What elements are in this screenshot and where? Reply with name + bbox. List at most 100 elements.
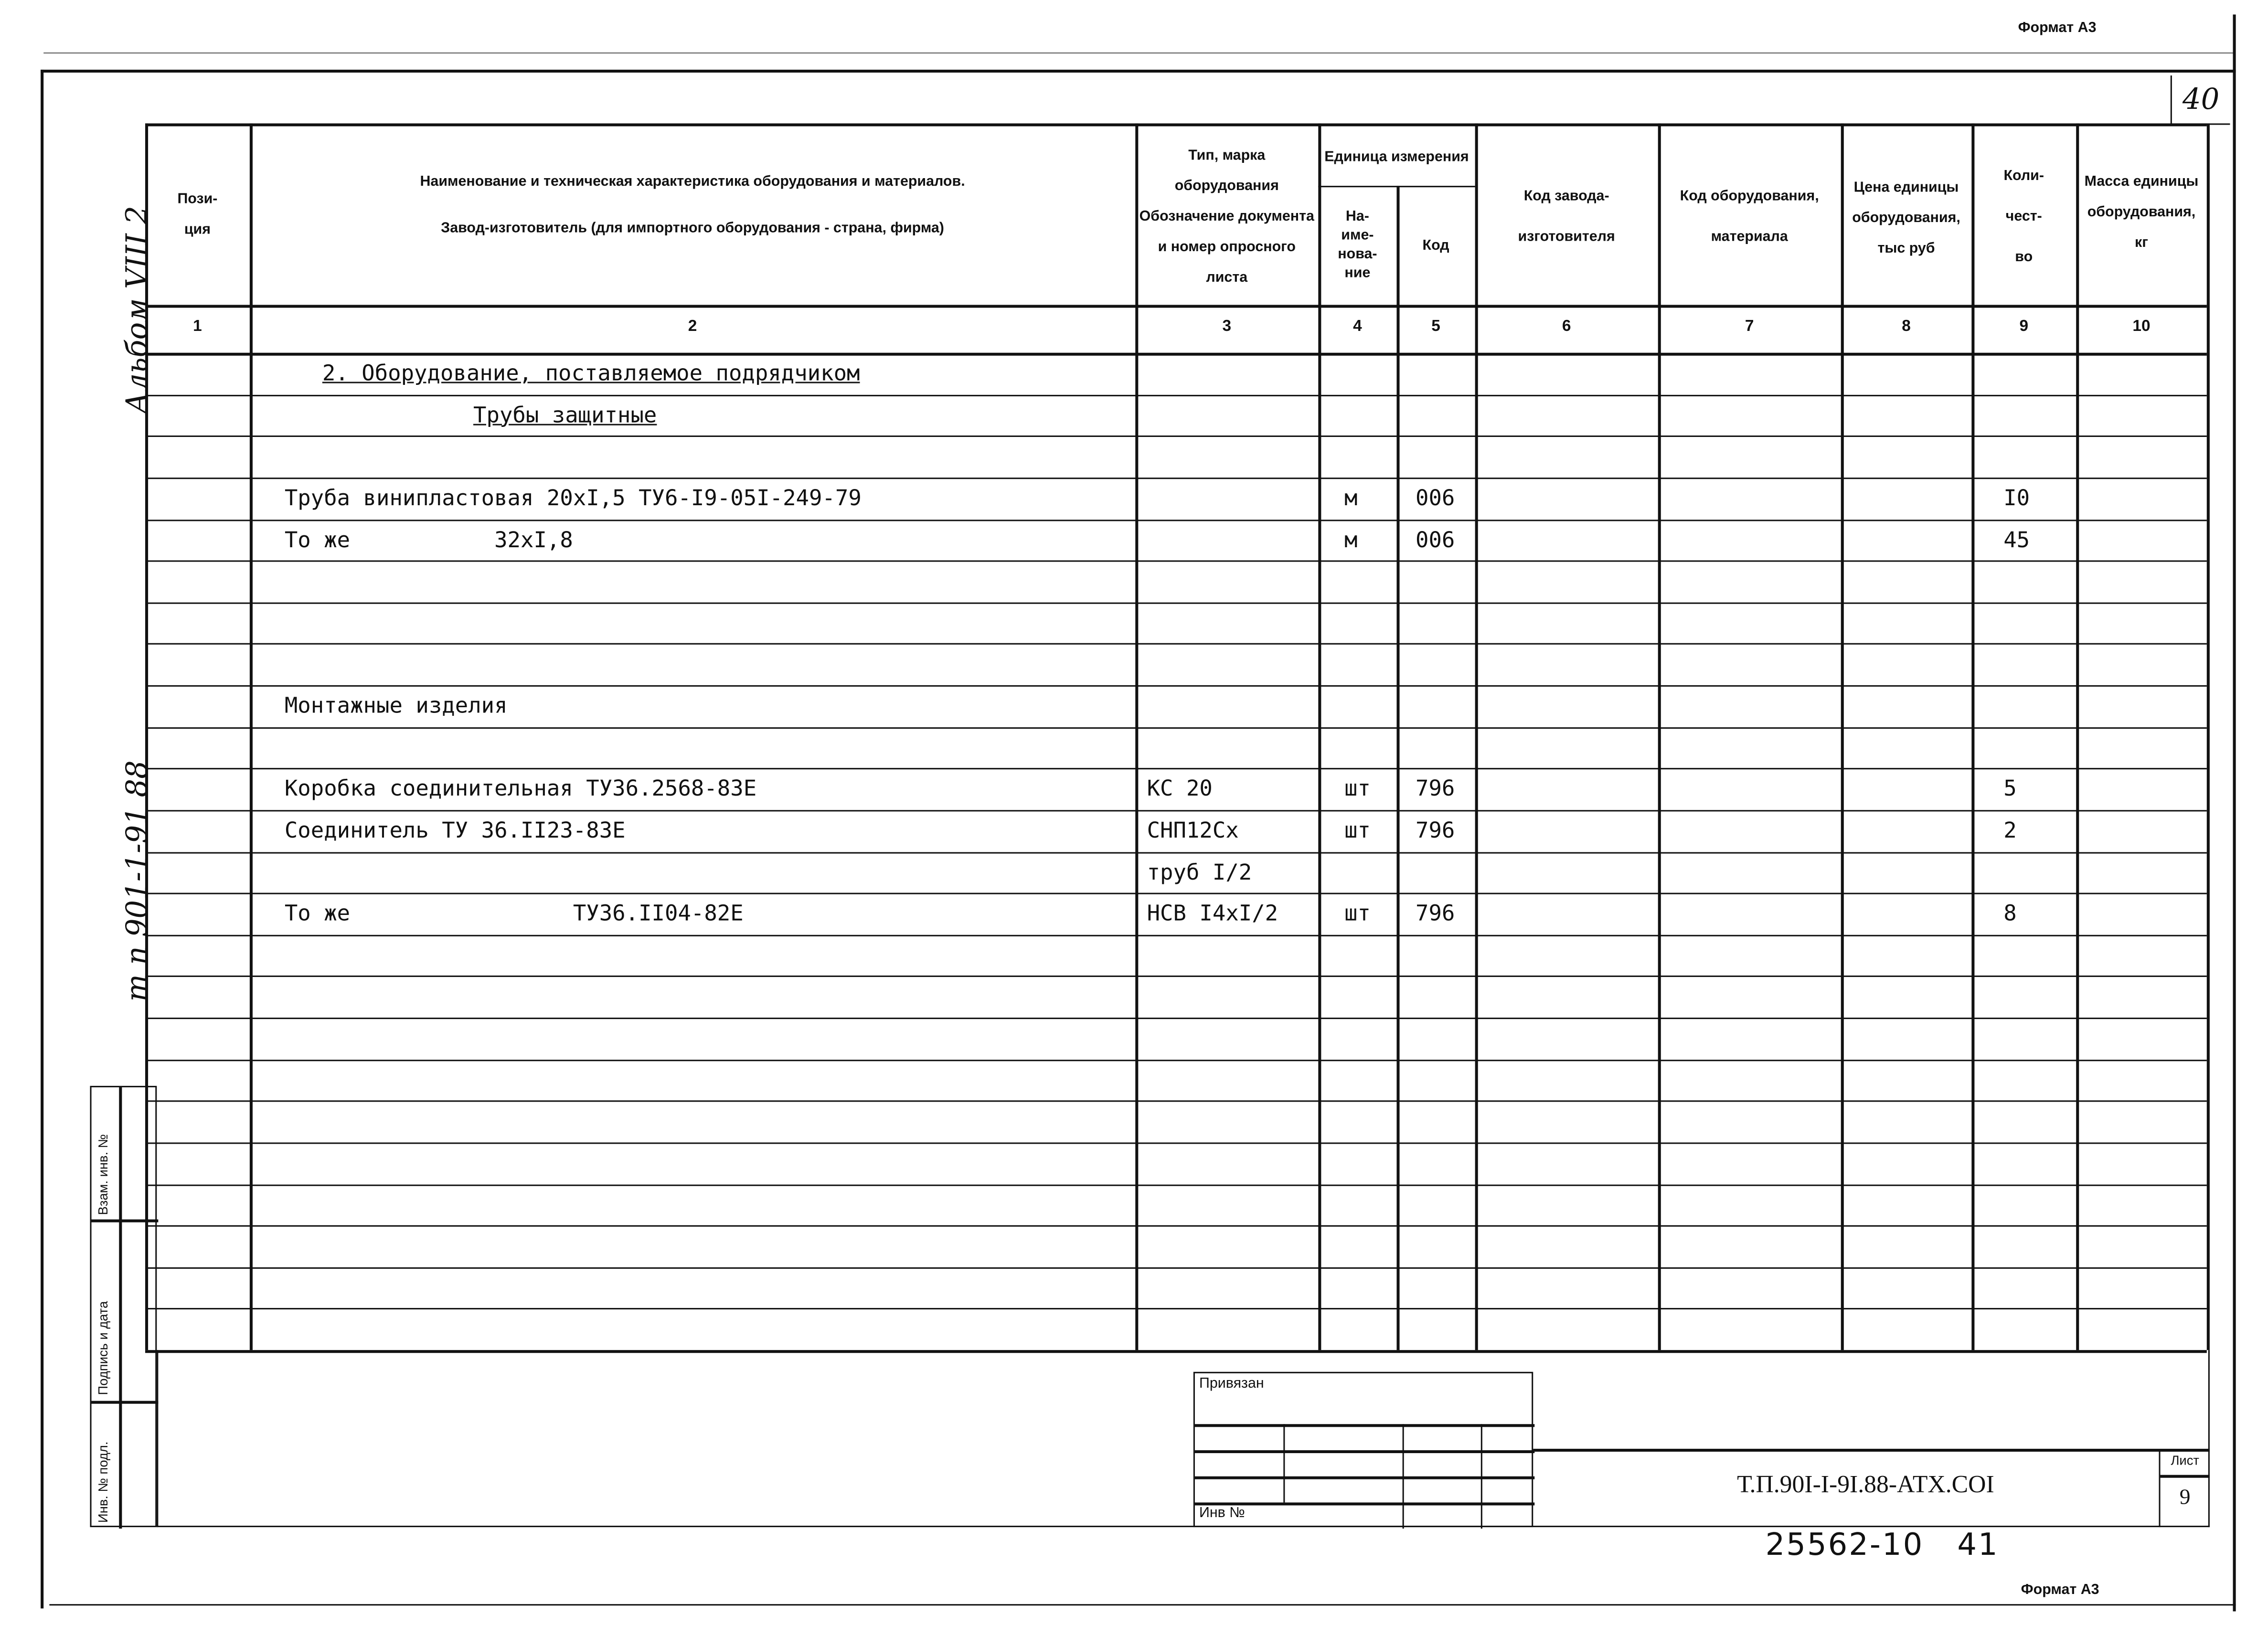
row-divider (145, 1308, 2207, 1310)
row-divider (145, 1184, 2207, 1186)
item-unit-code: 796 (1416, 900, 1455, 926)
row-divider (145, 685, 2207, 687)
item-unit-code: 796 (1416, 817, 1455, 843)
header-price: Цена единицы оборудования, тыс руб (1852, 179, 1960, 256)
project-label: т п 901-1-91 88 (119, 760, 154, 1002)
orig-inv-label: Инв. № подл. (96, 1441, 111, 1523)
table-top-border (145, 123, 2207, 126)
column-number: 5 (1431, 318, 1440, 336)
header-quantity: Коли- чест- во (2003, 168, 2044, 266)
item-name: Соединитель ТУ 36.II23-83Е (284, 817, 626, 843)
row-divider (145, 477, 2207, 479)
item-unit: м (1344, 484, 1358, 511)
row-divider (145, 976, 2207, 978)
format-label-bottom: Формат А3 (2021, 1582, 2099, 1599)
item-quantity: 2 (2003, 817, 2017, 843)
header-mass: Масса единицы оборудования, кг (2084, 173, 2199, 251)
column-number: 1 (193, 318, 202, 336)
attached-label: Привязан (1199, 1376, 1264, 1392)
item-type: труб I/2 (1147, 859, 1252, 885)
column-divider (1396, 186, 1399, 1350)
row-divider (145, 1018, 2207, 1020)
row-divider (145, 519, 2207, 521)
row-divider (145, 560, 2207, 562)
title-block (157, 1350, 2210, 1528)
column-divider (1135, 123, 1138, 1350)
top-trim-line (43, 52, 2233, 54)
column-number: 8 (1902, 318, 1911, 336)
row-divider (145, 892, 2207, 895)
item-unit: м (1344, 526, 1358, 552)
frame-left (41, 69, 43, 1609)
row-divider (145, 602, 2207, 604)
document-code: Т.П.90I-I-9I.88-АТХ.СОI (1737, 1470, 1994, 1498)
item-name: Коробка соединительная ТУ36.2568-83Е (284, 776, 757, 802)
sheet-label: Лист (2171, 1453, 2199, 1468)
item-quantity: I0 (2003, 484, 2030, 511)
column-divider (2076, 123, 2078, 1350)
item-quantity: 5 (2003, 776, 2017, 802)
row-divider (145, 1350, 2207, 1352)
header-position: Пози- ция (177, 191, 218, 238)
header-manufacturer: Завод-изготовитель (для импортного обору… (441, 220, 944, 236)
column-divider (249, 123, 252, 1350)
column-divider (1475, 123, 1478, 1350)
header-unit-code: Код (1422, 237, 1449, 254)
row-divider (145, 809, 2207, 811)
item-quantity: 45 (2003, 526, 2030, 552)
row-divider (145, 643, 2207, 645)
title-divider (1533, 1448, 2210, 1451)
row-divider (145, 1267, 2207, 1269)
header-type: Тип, марка оборудования Обозначение доку… (1139, 147, 1314, 286)
column-number: 9 (2019, 318, 2029, 336)
header-unit: Единица измерения (1324, 149, 1469, 165)
item-name: Трубы защитные (473, 401, 657, 428)
header-bottom-border (145, 305, 2207, 307)
row-divider (145, 1225, 2207, 1227)
page-corner-number: 40 (2170, 75, 2230, 125)
item-type: НСВ I4хI/2 (1147, 900, 1278, 926)
frame-top (41, 69, 2236, 72)
item-type: СНП12Сх (1147, 817, 1239, 843)
frame-right (2233, 14, 2236, 1612)
row-divider (145, 1059, 2207, 1061)
item-unit-code: 006 (1416, 484, 1455, 511)
row-divider (145, 394, 2207, 396)
column-number: 6 (1562, 318, 1571, 336)
row-divider (145, 768, 2207, 770)
number-row-border (145, 352, 2207, 355)
column-divider (2206, 123, 2209, 1350)
sheet-number: 9 (2179, 1486, 2191, 1510)
item-name: Труба винипластовая 20хI,5 ТУ6-I9-05I-24… (284, 484, 862, 511)
column-number: 2 (688, 318, 697, 336)
row-divider (145, 436, 2207, 437)
format-label-top: Формат А3 (2018, 20, 2097, 36)
row-divider (145, 935, 2207, 936)
item-name: 2. Оборудование, поставляемое подрядчико… (322, 360, 860, 386)
signature-date-label: Подпись и дата (96, 1301, 111, 1395)
column-number: 4 (1353, 318, 1362, 336)
item-quantity: 8 (2003, 900, 2017, 926)
item-unit: шт (1344, 817, 1371, 843)
row-divider (145, 726, 2207, 728)
column-number: 10 (2132, 318, 2151, 336)
row-divider (145, 1142, 2207, 1144)
row-divider (145, 1101, 2207, 1103)
row-divider (145, 851, 2207, 853)
header-factory-code: Код завода-изготовителя (1518, 189, 1615, 245)
column-divider (1841, 123, 1843, 1350)
column-number: 3 (1222, 318, 1232, 336)
item-unit-code: 006 (1416, 526, 1455, 552)
item-unit-code: 796 (1416, 776, 1455, 802)
column-divider (145, 123, 148, 1350)
replace-inv-label: Взам. инв. № (96, 1134, 111, 1215)
item-name: То же 32хI,8 (284, 526, 573, 552)
header-equipment-code: Код оборудования, материала (1680, 189, 1819, 245)
column-divider (1971, 123, 1974, 1350)
column-number: 7 (1745, 318, 1754, 336)
column-divider (1658, 123, 1661, 1350)
sheet-box: Лист 9 (2159, 1452, 2210, 1528)
column-divider (1318, 123, 1320, 1350)
inv-no-label: Инв № (1199, 1505, 1245, 1521)
